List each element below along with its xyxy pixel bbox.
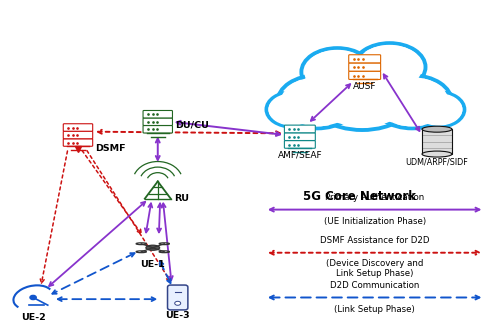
FancyArrowPatch shape: [156, 139, 160, 160]
Text: Primary Authentication: Primary Authentication: [325, 193, 424, 202]
Circle shape: [305, 51, 370, 94]
FancyBboxPatch shape: [284, 141, 316, 148]
FancyBboxPatch shape: [168, 285, 188, 310]
FancyArrowPatch shape: [384, 74, 420, 131]
Ellipse shape: [146, 245, 160, 250]
Text: DSMF: DSMF: [96, 145, 126, 154]
Circle shape: [310, 58, 414, 126]
Circle shape: [358, 46, 422, 89]
Circle shape: [174, 301, 180, 305]
Text: Link Setup Phase): Link Setup Phase): [336, 269, 413, 278]
FancyBboxPatch shape: [284, 125, 316, 133]
FancyArrowPatch shape: [311, 84, 350, 121]
FancyBboxPatch shape: [348, 71, 380, 80]
Ellipse shape: [422, 126, 452, 132]
Text: RU: RU: [174, 194, 188, 203]
Circle shape: [278, 75, 357, 128]
FancyArrowPatch shape: [82, 151, 141, 233]
FancyBboxPatch shape: [64, 131, 92, 139]
FancyArrowPatch shape: [40, 151, 68, 283]
Circle shape: [302, 48, 373, 96]
FancyArrowPatch shape: [270, 296, 480, 299]
Ellipse shape: [422, 151, 452, 157]
FancyArrowPatch shape: [145, 203, 152, 232]
FancyBboxPatch shape: [64, 139, 92, 146]
Text: (Link Setup Phase): (Link Setup Phase): [334, 305, 415, 314]
Circle shape: [372, 75, 452, 128]
Text: 5G Core Network: 5G Core Network: [303, 190, 416, 203]
FancyArrowPatch shape: [98, 130, 280, 135]
Text: AMF/SEAF: AMF/SEAF: [278, 151, 322, 160]
FancyBboxPatch shape: [143, 118, 172, 126]
Circle shape: [415, 94, 462, 125]
FancyArrowPatch shape: [270, 251, 480, 255]
Text: (Device Discovery and: (Device Discovery and: [326, 259, 424, 268]
FancyArrowPatch shape: [49, 202, 145, 286]
Text: UE-2: UE-2: [20, 313, 46, 322]
Text: AUSF: AUSF: [353, 82, 376, 91]
Circle shape: [376, 78, 448, 126]
Circle shape: [266, 92, 318, 127]
FancyBboxPatch shape: [143, 111, 172, 118]
FancyArrowPatch shape: [52, 253, 134, 294]
FancyBboxPatch shape: [143, 126, 172, 133]
FancyArrowPatch shape: [157, 203, 162, 232]
FancyBboxPatch shape: [348, 63, 380, 71]
FancyArrowPatch shape: [87, 151, 170, 281]
Bar: [422, 129, 452, 154]
FancyBboxPatch shape: [348, 55, 380, 63]
FancyArrowPatch shape: [162, 203, 173, 280]
FancyArrowPatch shape: [58, 297, 156, 301]
FancyBboxPatch shape: [284, 133, 316, 141]
FancyBboxPatch shape: [64, 124, 92, 131]
Text: DU/CU: DU/CU: [175, 121, 209, 130]
Text: (UE Initialization Phase): (UE Initialization Phase): [324, 217, 426, 226]
Circle shape: [412, 92, 465, 127]
Circle shape: [305, 54, 420, 130]
Text: UE-3: UE-3: [166, 311, 190, 320]
Circle shape: [30, 295, 36, 300]
Text: UDM/ARPF/SIDF: UDM/ARPF/SIDF: [406, 157, 468, 166]
Text: DSMF Assistance for D2D: DSMF Assistance for D2D: [320, 236, 430, 245]
Circle shape: [354, 43, 426, 91]
FancyArrowPatch shape: [160, 261, 170, 283]
FancyArrowPatch shape: [270, 208, 480, 211]
Text: UE-1: UE-1: [140, 260, 165, 269]
Text: D2D Communication: D2D Communication: [330, 281, 420, 290]
Circle shape: [269, 94, 316, 125]
FancyArrowPatch shape: [176, 121, 280, 136]
Circle shape: [282, 78, 353, 126]
